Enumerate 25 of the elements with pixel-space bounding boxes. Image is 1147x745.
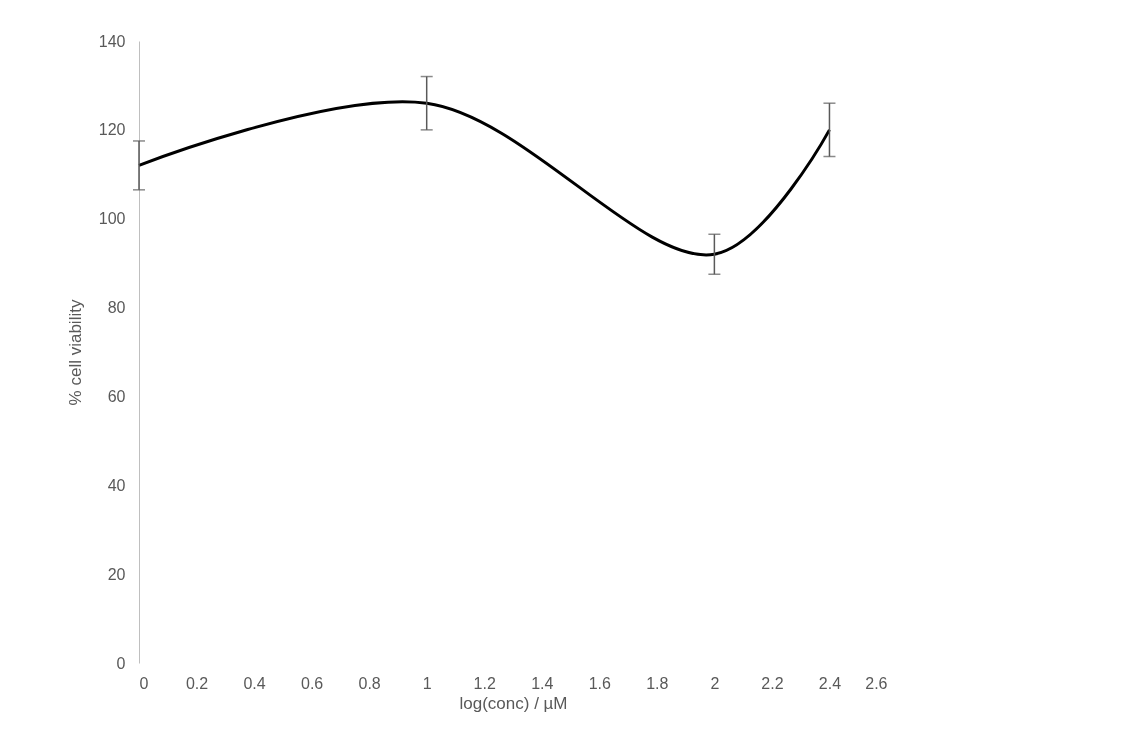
y-tick-label: 0 — [116, 654, 126, 672]
x-tick-label: 0.8 — [358, 674, 381, 692]
x-tick-label: 1.6 — [588, 674, 612, 692]
x-tick-label: 1.4 — [531, 674, 554, 692]
x-tick-label: 0.4 — [243, 674, 266, 692]
x-tick-label: 1.2 — [473, 674, 496, 692]
y-tick-label: 100 — [98, 210, 126, 228]
y-tick-label: 80 — [107, 299, 126, 317]
x-tick-label: 2.6 — [865, 674, 888, 692]
y-tick-label: 20 — [107, 565, 126, 583]
y-tick-label: 140 — [98, 32, 126, 50]
y-tick-label: 40 — [107, 476, 126, 494]
x-tick-label: 1.8 — [646, 674, 669, 692]
line-series — [137, 100, 831, 256]
x-tick-label: 0 — [139, 674, 149, 692]
y-axis-title: % cell viability — [65, 299, 85, 406]
x-tick-label: 2.2 — [761, 674, 784, 692]
y-tick-label: 60 — [107, 387, 126, 405]
x-axis-title: log(conc) / µM — [459, 693, 568, 713]
x-tick-label: 0.6 — [300, 674, 324, 692]
x-tick-label: 1 — [422, 674, 432, 692]
y-tick-label: 120 — [98, 121, 126, 139]
x-tick-label: 2 — [710, 674, 720, 692]
x-tick-label: 2.4 — [818, 674, 842, 692]
x-tick-label: 0.2 — [185, 674, 209, 692]
